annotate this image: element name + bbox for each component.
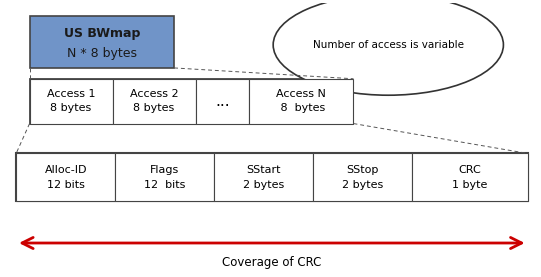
FancyBboxPatch shape	[195, 79, 249, 124]
Text: SStart: SStart	[247, 165, 281, 175]
Text: Coverage of CRC: Coverage of CRC	[222, 255, 321, 268]
Text: Flags: Flags	[150, 165, 180, 175]
FancyBboxPatch shape	[313, 153, 412, 201]
Ellipse shape	[273, 0, 504, 95]
Text: 12 bits: 12 bits	[47, 180, 84, 190]
FancyBboxPatch shape	[30, 16, 174, 68]
Text: 1 byte: 1 byte	[452, 180, 487, 190]
Text: N * 8 bytes: N * 8 bytes	[67, 47, 137, 60]
Text: US BWmap: US BWmap	[64, 27, 140, 40]
Text: CRC: CRC	[459, 165, 481, 175]
FancyBboxPatch shape	[412, 153, 527, 201]
FancyBboxPatch shape	[16, 153, 527, 201]
FancyBboxPatch shape	[214, 153, 313, 201]
Text: Access N: Access N	[276, 89, 326, 99]
Text: ...: ...	[215, 94, 229, 109]
Text: 8 bytes: 8 bytes	[50, 103, 91, 113]
Text: SStop: SStop	[347, 165, 379, 175]
FancyBboxPatch shape	[16, 153, 115, 201]
Text: 2 bytes: 2 bytes	[243, 180, 285, 190]
Text: 12  bits: 12 bits	[144, 180, 186, 190]
Text: Access 1: Access 1	[47, 89, 95, 99]
FancyBboxPatch shape	[113, 79, 195, 124]
Text: 8 bytes: 8 bytes	[134, 103, 175, 113]
Text: 2 bytes: 2 bytes	[342, 180, 384, 190]
Text: Access 2: Access 2	[130, 89, 179, 99]
FancyBboxPatch shape	[30, 79, 353, 124]
Text: Number of access is variable: Number of access is variable	[313, 40, 464, 50]
Text: Alloc-ID: Alloc-ID	[44, 165, 87, 175]
FancyBboxPatch shape	[115, 153, 214, 201]
FancyBboxPatch shape	[249, 79, 353, 124]
Text: 8  bytes: 8 bytes	[277, 103, 326, 113]
FancyBboxPatch shape	[30, 79, 113, 124]
